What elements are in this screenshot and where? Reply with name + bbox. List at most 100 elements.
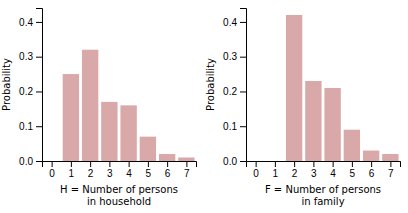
x-axis-title-line: in household xyxy=(87,196,151,207)
x-axis-title: F = Number of personsin family xyxy=(265,184,381,207)
bars xyxy=(63,50,195,161)
y-tick-label: 0.2 xyxy=(223,86,237,97)
x-tick-label: 4 xyxy=(126,168,132,179)
x-tick: 2 xyxy=(88,161,94,179)
x-tick-label: 3 xyxy=(311,168,317,179)
bar xyxy=(120,105,136,161)
x-tick-mark xyxy=(294,161,295,167)
x-tick: 5 xyxy=(350,161,356,179)
x-tick-mark xyxy=(167,161,168,167)
x-tick-mark xyxy=(129,161,130,167)
y-tick: 0.1 xyxy=(223,121,246,132)
x-tick-label: 3 xyxy=(107,168,113,179)
x-tick-label: 4 xyxy=(330,168,336,179)
bar xyxy=(101,102,117,161)
x-tick-mark xyxy=(352,161,353,167)
x-tick-mark xyxy=(313,161,314,167)
x-tick-mark xyxy=(109,161,110,167)
x-tick: 3 xyxy=(107,161,113,179)
x-tick: 0 xyxy=(253,161,259,179)
x-tick-mark xyxy=(148,161,149,167)
y-tick-mark xyxy=(36,91,42,92)
y-tick-label: 0.1 xyxy=(19,121,33,132)
y-tick-label: 0.4 xyxy=(223,17,237,28)
y-tick-label: 0.4 xyxy=(19,17,33,28)
panel: 012345670.00.10.20.30.4ProbabilityF = Nu… xyxy=(205,9,401,207)
y-tick-mark xyxy=(36,57,42,58)
y-tick: 0.4 xyxy=(19,17,42,28)
x-tick: 2 xyxy=(292,161,298,179)
y-tick: 0.1 xyxy=(19,121,42,132)
bar xyxy=(267,161,283,162)
y-tick: 0.2 xyxy=(223,86,246,97)
x-tick-label: 7 xyxy=(184,168,190,179)
y-tick-mark xyxy=(36,22,42,23)
x-tick-label: 2 xyxy=(292,168,298,179)
y-tick-mark xyxy=(36,126,42,127)
bar xyxy=(63,74,79,161)
x-tick-label: 1 xyxy=(69,168,75,179)
bar xyxy=(305,81,321,161)
y-axis-line xyxy=(240,9,247,162)
bar xyxy=(363,151,379,161)
y-tick-label: 0.0 xyxy=(223,156,237,167)
y-tick-mark xyxy=(240,126,246,127)
x-tick-mark xyxy=(275,161,276,167)
x-tick: 5 xyxy=(146,161,152,179)
y-tick-mark xyxy=(36,161,42,162)
y-tick-mark xyxy=(240,91,246,92)
x-tick: 6 xyxy=(165,161,171,179)
x-tick-mark xyxy=(256,161,257,167)
y-tick-mark xyxy=(240,161,246,162)
x-tick: 1 xyxy=(273,161,279,179)
x-axis-title-line: F = Number of persons xyxy=(265,184,381,195)
y-tick: 0.0 xyxy=(19,156,42,167)
x-axis-line xyxy=(247,162,401,168)
bar xyxy=(324,88,340,161)
x-tick: 3 xyxy=(311,161,317,179)
y-tick-label: 0.3 xyxy=(19,51,33,62)
x-tick-label: 1 xyxy=(273,168,279,179)
bar xyxy=(178,158,194,161)
x-tick-mark xyxy=(90,161,91,167)
y-tick: 0.4 xyxy=(223,17,246,28)
bar xyxy=(344,130,360,161)
y-axis-line xyxy=(36,9,43,162)
x-tick-label: 0 xyxy=(253,168,259,179)
y-axis: 0.0 0.1 0.2 0.3 0.4 xyxy=(19,9,42,167)
bar xyxy=(159,154,175,161)
x-tick: 0 xyxy=(49,161,55,179)
x-tick-label: 5 xyxy=(350,168,356,179)
x-axis: 0 1 2 3 4 5 6 7 xyxy=(43,161,197,179)
y-tick-label: 0.0 xyxy=(19,156,33,167)
y-tick: 0.0 xyxy=(223,156,246,167)
x-tick-mark xyxy=(371,161,372,167)
x-tick-label: 7 xyxy=(388,168,394,179)
bar xyxy=(82,50,98,161)
y-tick-label: 0.2 xyxy=(19,86,33,97)
bar xyxy=(247,161,263,162)
x-axis: 0 1 2 3 4 5 6 7 xyxy=(247,161,401,179)
x-tick: 7 xyxy=(388,161,394,179)
panel: 012345670.00.10.20.30.4ProbabilityH = Nu… xyxy=(1,9,197,207)
x-axis-line xyxy=(43,162,197,168)
x-tick-mark xyxy=(186,161,187,167)
bar xyxy=(140,137,156,161)
y-tick: 0.3 xyxy=(223,51,246,62)
x-tick-label: 2 xyxy=(88,168,94,179)
y-tick-label: 0.1 xyxy=(223,121,237,132)
x-axis-title-line: in family xyxy=(301,196,344,207)
x-tick-label: 5 xyxy=(146,168,152,179)
bar xyxy=(382,154,398,161)
y-tick-label: 0.3 xyxy=(223,51,237,62)
x-tick: 4 xyxy=(126,161,132,179)
x-tick: 6 xyxy=(369,161,375,179)
x-tick-label: 0 xyxy=(49,168,55,179)
bar xyxy=(43,161,59,162)
y-axis: 0.0 0.1 0.2 0.3 0.4 xyxy=(223,9,246,167)
x-tick-mark xyxy=(52,161,53,167)
y-tick-mark xyxy=(240,22,246,23)
y-tick-mark xyxy=(240,57,246,58)
figure: 012345670.00.10.20.30.4ProbabilityH = Nu… xyxy=(0,0,408,213)
x-tick-label: 6 xyxy=(165,168,171,179)
